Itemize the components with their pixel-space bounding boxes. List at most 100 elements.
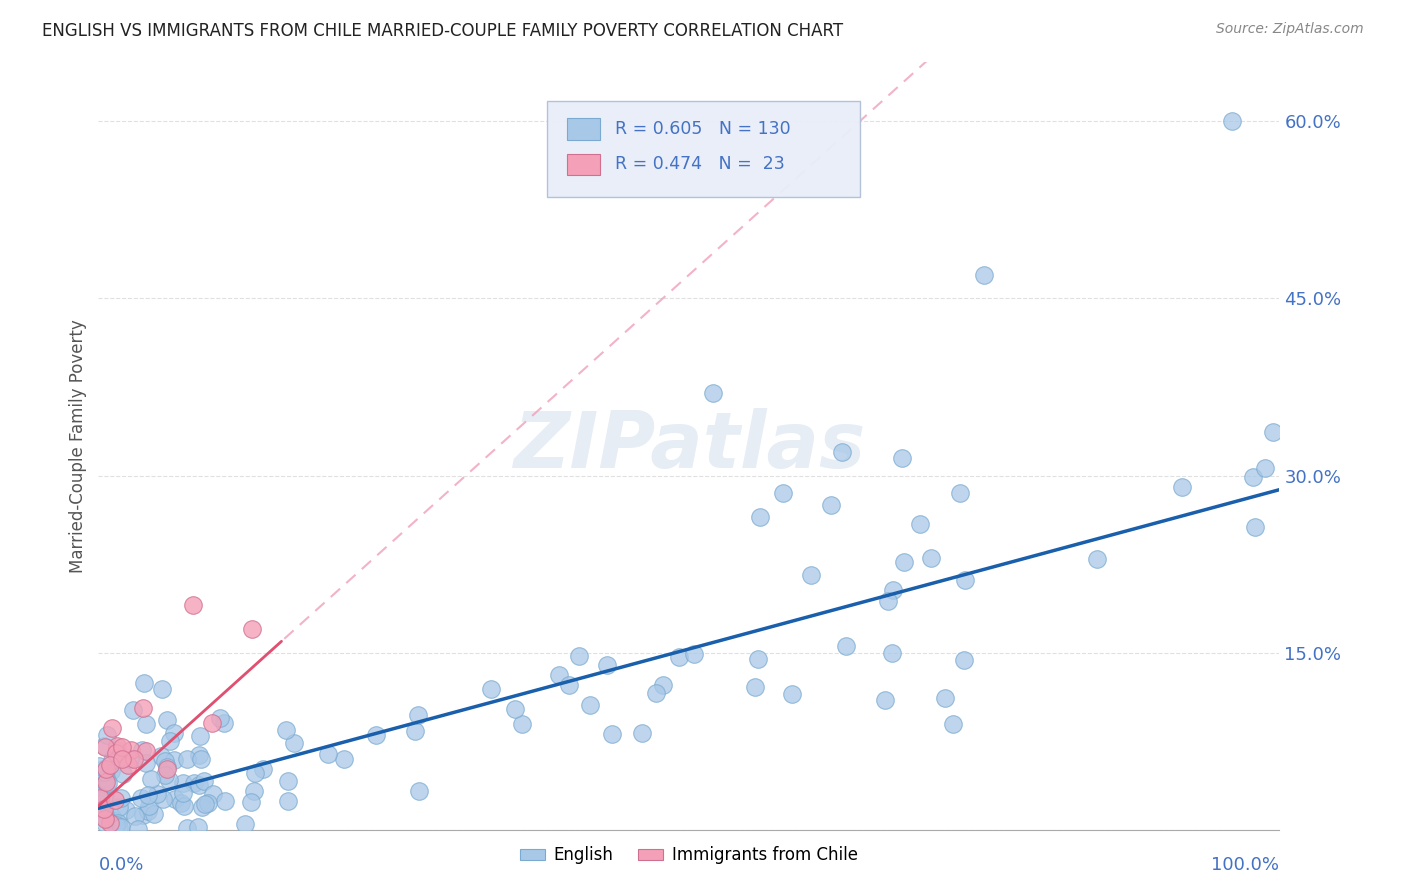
Point: [631, 726, 654, 740]
Point: [882, 582, 904, 597]
Bar: [567, 153, 600, 175]
Point: [404, 724, 426, 739]
Point: [98, 757, 121, 772]
Point: [201, 716, 224, 731]
Point: [138, 798, 160, 813]
Point: [882, 646, 904, 660]
Point: [316, 747, 339, 761]
Point: [93, 776, 115, 790]
Point: [747, 651, 769, 665]
Point: [893, 555, 915, 569]
Point: [136, 788, 159, 802]
Point: [908, 516, 931, 531]
Point: [333, 752, 356, 766]
Point: [104, 792, 127, 806]
Y-axis label: Married-Couple Family Poverty: Married-Couple Family Poverty: [69, 319, 87, 573]
Point: [149, 749, 172, 764]
Point: [94, 740, 117, 755]
Point: [136, 804, 159, 818]
Point: [156, 714, 179, 728]
Point: [197, 797, 219, 811]
Point: [181, 599, 204, 613]
Point: [920, 551, 942, 566]
Point: [156, 759, 179, 773]
Point: [93, 816, 115, 830]
Point: [157, 773, 180, 788]
Point: [131, 743, 153, 757]
Point: [173, 799, 195, 814]
Point: [406, 707, 429, 722]
Point: [890, 450, 912, 465]
Point: [101, 810, 124, 824]
Point: [112, 767, 135, 781]
Point: [190, 799, 212, 814]
Point: [176, 752, 198, 766]
Point: [111, 739, 134, 754]
Point: [155, 768, 177, 782]
Point: [132, 808, 155, 822]
Point: [105, 739, 128, 753]
Point: [93, 739, 115, 754]
Point: [139, 772, 162, 786]
Point: [107, 820, 129, 834]
Point: [873, 693, 896, 707]
Point: [87, 759, 110, 773]
Point: [188, 778, 211, 792]
Point: [146, 787, 169, 801]
Point: [568, 648, 591, 663]
Point: [93, 802, 115, 816]
Point: [94, 813, 117, 827]
Point: [1244, 520, 1267, 534]
Point: [153, 754, 176, 768]
Point: [212, 715, 235, 730]
Point: [94, 771, 117, 785]
FancyBboxPatch shape: [547, 101, 860, 197]
Point: [276, 723, 298, 737]
Point: [97, 776, 120, 790]
Point: [408, 784, 430, 798]
Point: [135, 744, 157, 758]
Point: [96, 728, 118, 742]
Point: [129, 791, 152, 805]
Point: [277, 774, 299, 789]
Point: [596, 658, 619, 673]
Point: [235, 817, 257, 831]
Point: [820, 498, 842, 512]
Text: ENGLISH VS IMMIGRANTS FROM CHILE MARRIED-COUPLE FAMILY POVERTY CORRELATION CHART: ENGLISH VS IMMIGRANTS FROM CHILE MARRIED…: [42, 22, 844, 40]
Point: [1170, 480, 1192, 494]
Point: [93, 765, 115, 780]
Point: [1261, 425, 1284, 439]
Point: [104, 818, 127, 832]
Point: [93, 762, 115, 776]
Point: [124, 809, 146, 823]
Point: [190, 752, 212, 766]
Point: [172, 786, 194, 800]
Point: [683, 647, 706, 661]
Point: [100, 764, 122, 778]
Point: [94, 788, 117, 802]
Point: [183, 776, 205, 790]
Point: [89, 789, 111, 803]
Point: [89, 791, 111, 805]
Point: [94, 775, 117, 789]
Point: [90, 803, 112, 817]
Point: [942, 717, 965, 731]
Point: [252, 763, 274, 777]
Point: [122, 752, 145, 766]
Point: [187, 748, 209, 763]
Point: [94, 811, 117, 825]
Point: [98, 816, 121, 830]
Point: [240, 622, 263, 636]
Text: R = 0.474   N =  23: R = 0.474 N = 23: [614, 155, 785, 173]
Text: 100.0%: 100.0%: [1212, 856, 1279, 874]
Point: [277, 794, 299, 808]
Point: [512, 717, 534, 731]
Point: [835, 640, 858, 654]
Point: [101, 721, 124, 735]
Point: [366, 728, 388, 742]
Point: [172, 775, 194, 789]
Point: [94, 763, 117, 777]
Point: [194, 797, 217, 812]
Text: Source: ZipAtlas.com: Source: ZipAtlas.com: [1216, 22, 1364, 37]
Point: [209, 711, 232, 725]
